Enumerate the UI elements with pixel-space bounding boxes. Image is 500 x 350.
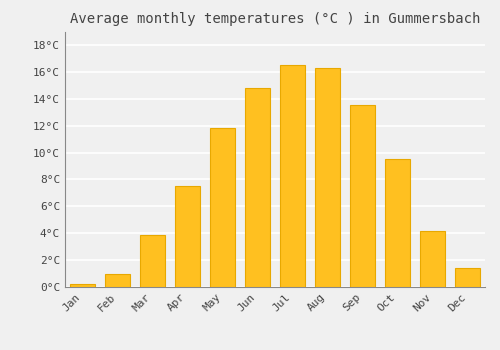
Bar bbox=[210, 128, 235, 287]
Bar bbox=[420, 231, 445, 287]
Bar bbox=[140, 234, 165, 287]
Title: Average monthly temperatures (°C ) in Gummersbach: Average monthly temperatures (°C ) in Gu… bbox=[70, 12, 480, 26]
Bar bbox=[176, 186, 200, 287]
Bar bbox=[70, 284, 95, 287]
Bar bbox=[350, 105, 375, 287]
Bar bbox=[455, 268, 480, 287]
Bar bbox=[280, 65, 305, 287]
Bar bbox=[316, 68, 340, 287]
Bar bbox=[385, 159, 410, 287]
Bar bbox=[105, 274, 130, 287]
Bar bbox=[245, 88, 270, 287]
